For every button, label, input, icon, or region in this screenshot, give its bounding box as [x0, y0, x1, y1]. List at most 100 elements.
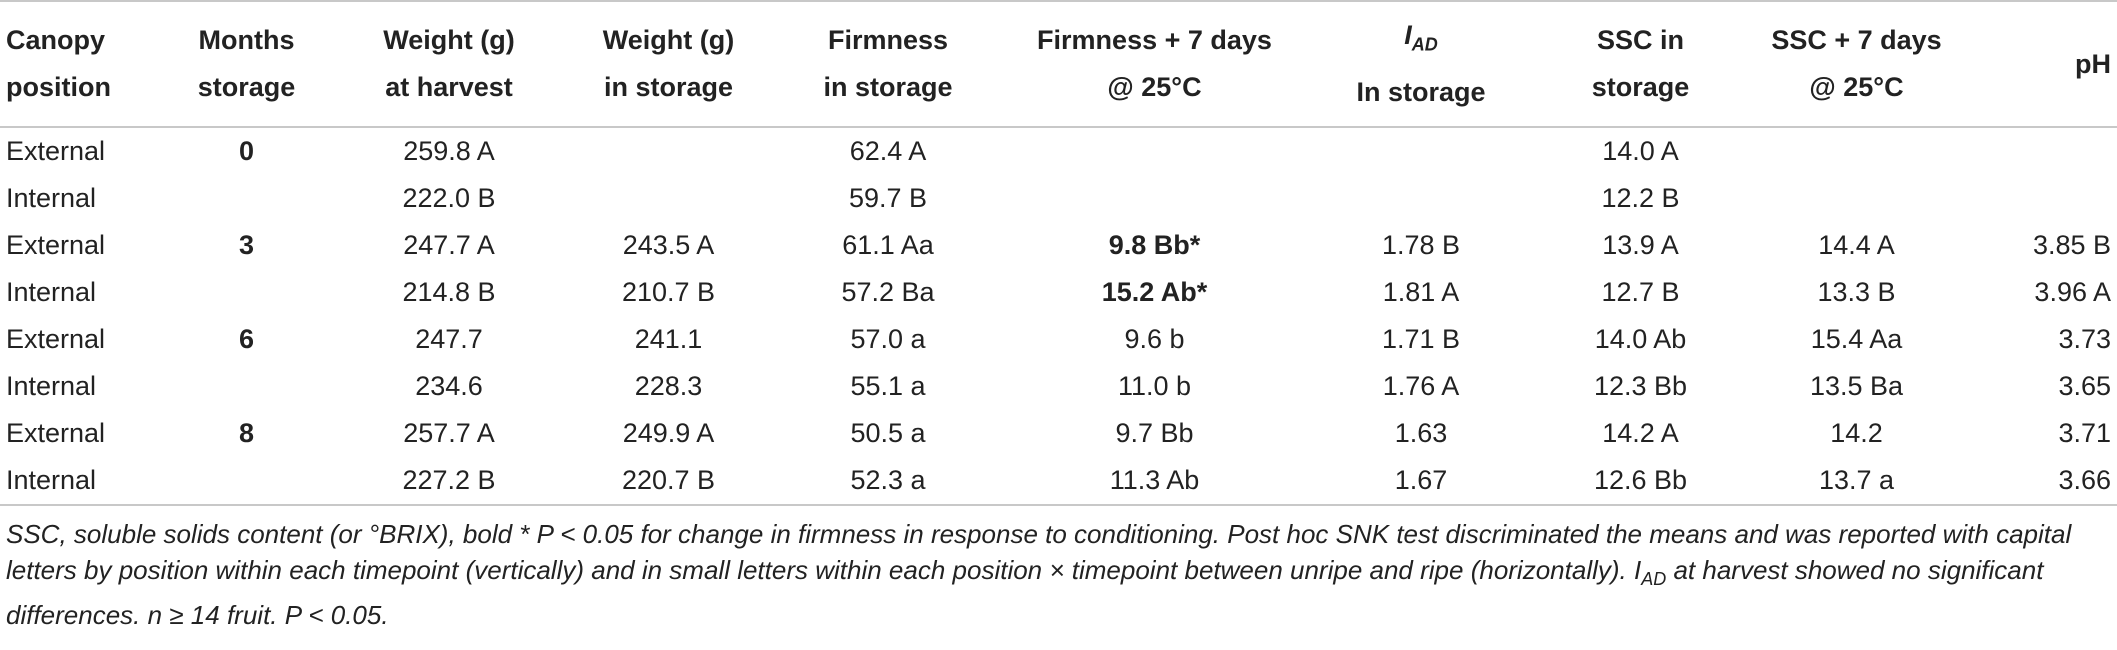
- header-line: Weight (g): [602, 25, 735, 55]
- cell-text: 1.63: [1394, 418, 1448, 448]
- footnote: SSC, soluble solids content (or °BRIX), …: [0, 506, 2117, 633]
- cell-text: 249.9 A: [622, 418, 715, 448]
- table-row: External 6 247.7 241.1 57.0 a 9.6 b 1.71 B 14.0…: [0, 316, 2117, 363]
- table-cell: External: [0, 410, 162, 457]
- column-header: SSC + 7 days @ 25°C: [1742, 1, 1971, 127]
- table-cell: External: [0, 127, 162, 175]
- header-line: storage: [1591, 72, 1690, 102]
- cell-text: 210.7 B: [621, 277, 716, 307]
- cell-text: 1.76 A: [1382, 371, 1460, 401]
- column-header: Firmness in storage: [770, 1, 1006, 127]
- table-cell: Internal: [0, 175, 162, 222]
- cell-text: 13.5 Ba: [1809, 371, 1904, 401]
- table-row: Internal 234.6 228.3 55.1 a 11.0 b 1.76 A 12.3…: [0, 363, 2117, 410]
- table-cell: 259.8 A: [331, 127, 567, 175]
- table-cell: 6: [162, 316, 331, 363]
- cell-text: External: [6, 324, 106, 354]
- cell-text: 59.7 B: [848, 183, 928, 213]
- cell-text: 14.2: [1830, 418, 1883, 448]
- cell-text: 9.8 Bb*: [1108, 230, 1201, 260]
- cell-text: 55.1 a: [850, 371, 926, 401]
- cell-text: 1.78 B: [1381, 230, 1461, 260]
- table-cell: 13.5 Ba: [1742, 363, 1971, 410]
- cell-text: External: [6, 230, 106, 260]
- cell-text: Internal: [6, 183, 97, 213]
- header-line: in storage: [823, 72, 953, 102]
- table-cell: 62.4 A: [770, 127, 1006, 175]
- cell-text: 12.3 Bb: [1593, 371, 1688, 401]
- column-header: IAD In storage: [1303, 1, 1539, 127]
- table-cell: [1006, 127, 1303, 175]
- cell-text: Internal: [6, 465, 97, 495]
- cell-text: 241.1: [634, 324, 703, 354]
- table-cell: 1.67: [1303, 457, 1539, 505]
- table-cell: 9.7 Bb: [1006, 410, 1303, 457]
- column-header: Weight (g) in storage: [567, 1, 770, 127]
- table-cell: 11.0 b: [1006, 363, 1303, 410]
- cell-text: 14.0 A: [1602, 136, 1679, 166]
- table-cell: 13.9 A: [1539, 222, 1742, 269]
- cell-text: Internal: [6, 277, 97, 307]
- table-cell: 3.73: [1971, 316, 2117, 363]
- cell-text: 3.85 B: [2032, 230, 2111, 260]
- cell-text: 3.71: [2058, 418, 2111, 448]
- table-cell: [1742, 175, 1971, 222]
- table-cell: [1303, 127, 1539, 175]
- cell-text: 3.66: [2058, 465, 2111, 495]
- cell-text: 15.2 Ab*: [1101, 277, 1208, 307]
- table-cell: 222.0 B: [331, 175, 567, 222]
- table-cell: 8: [162, 410, 331, 457]
- table-cell: 1.76 A: [1303, 363, 1539, 410]
- cell-text: 3: [238, 230, 255, 260]
- table-row: Internal 214.8 B 210.7 B 57.2 Ba 15.2 Ab* 1.8…: [0, 269, 2117, 316]
- table-cell: [1971, 127, 2117, 175]
- cell-text: 14.4 A: [1818, 230, 1895, 260]
- table-cell: 247.7 A: [331, 222, 567, 269]
- table-cell: 13.3 B: [1742, 269, 1971, 316]
- cell-text: External: [6, 136, 106, 166]
- column-header: Months storage: [162, 1, 331, 127]
- cell-text: 14.0 Ab: [1594, 324, 1687, 354]
- cell-text: 61.1 Aa: [842, 230, 934, 260]
- header-line: IAD: [1309, 12, 1533, 68]
- table-cell: 247.7: [331, 316, 567, 363]
- cell-text: 13.9 A: [1602, 230, 1679, 260]
- cell-text: 1.81 A: [1382, 277, 1460, 307]
- footnote-text: SSC, soluble solids content (or °BRIX), …: [6, 519, 2072, 585]
- table-cell: 14.0 Ab: [1539, 316, 1742, 363]
- cell-text: 234.6: [415, 371, 483, 401]
- table-body: External 0 259.8 A 62.4 A 14.0 A Internal 222.…: [0, 127, 2117, 505]
- table-cell: 57.0 a: [770, 316, 1006, 363]
- cell-text: 3.96 A: [2034, 277, 2111, 307]
- table-cell: 1.81 A: [1303, 269, 1539, 316]
- header-line: SSC in: [1596, 25, 1684, 55]
- table-cell: 57.2 Ba: [770, 269, 1006, 316]
- header-row: Canopy position Months storage Weight (g) at …: [0, 1, 2117, 127]
- cell-text: 50.5 a: [850, 418, 926, 448]
- table-cell: 1.78 B: [1303, 222, 1539, 269]
- table-cell: 12.7 B: [1539, 269, 1742, 316]
- table-row: Internal 227.2 B 220.7 B 52.3 a 11.3 Ab 1.67 1…: [0, 457, 2117, 505]
- cell-text: 243.5 A: [622, 230, 715, 260]
- table-cell: 3: [162, 222, 331, 269]
- table-cell: [162, 269, 331, 316]
- cell-text: 6: [238, 324, 255, 354]
- cell-text: 11.3 Ab: [1109, 465, 1200, 495]
- table-cell: 15.4 Aa: [1742, 316, 1971, 363]
- table-cell: 3.85 B: [1971, 222, 2117, 269]
- cell-text: 257.7 A: [403, 418, 495, 448]
- header-line: In storage: [1356, 76, 1486, 107]
- data-table: Canopy position Months storage Weight (g) at …: [0, 1, 2117, 505]
- cell-text: 12.6 Bb: [1593, 465, 1688, 495]
- table-cell: 14.2 A: [1539, 410, 1742, 457]
- cell-text: 1.67: [1394, 465, 1448, 495]
- table-cell: Internal: [0, 269, 162, 316]
- table-cell: 3.96 A: [1971, 269, 2117, 316]
- table-cell: 9.6 b: [1006, 316, 1303, 363]
- header-line: storage: [197, 72, 296, 102]
- cell-text: 12.2 B: [1601, 183, 1680, 213]
- table-cell: [162, 457, 331, 505]
- table-cell: 241.1: [567, 316, 770, 363]
- table-cell: [162, 175, 331, 222]
- table-cell: [1742, 127, 1971, 175]
